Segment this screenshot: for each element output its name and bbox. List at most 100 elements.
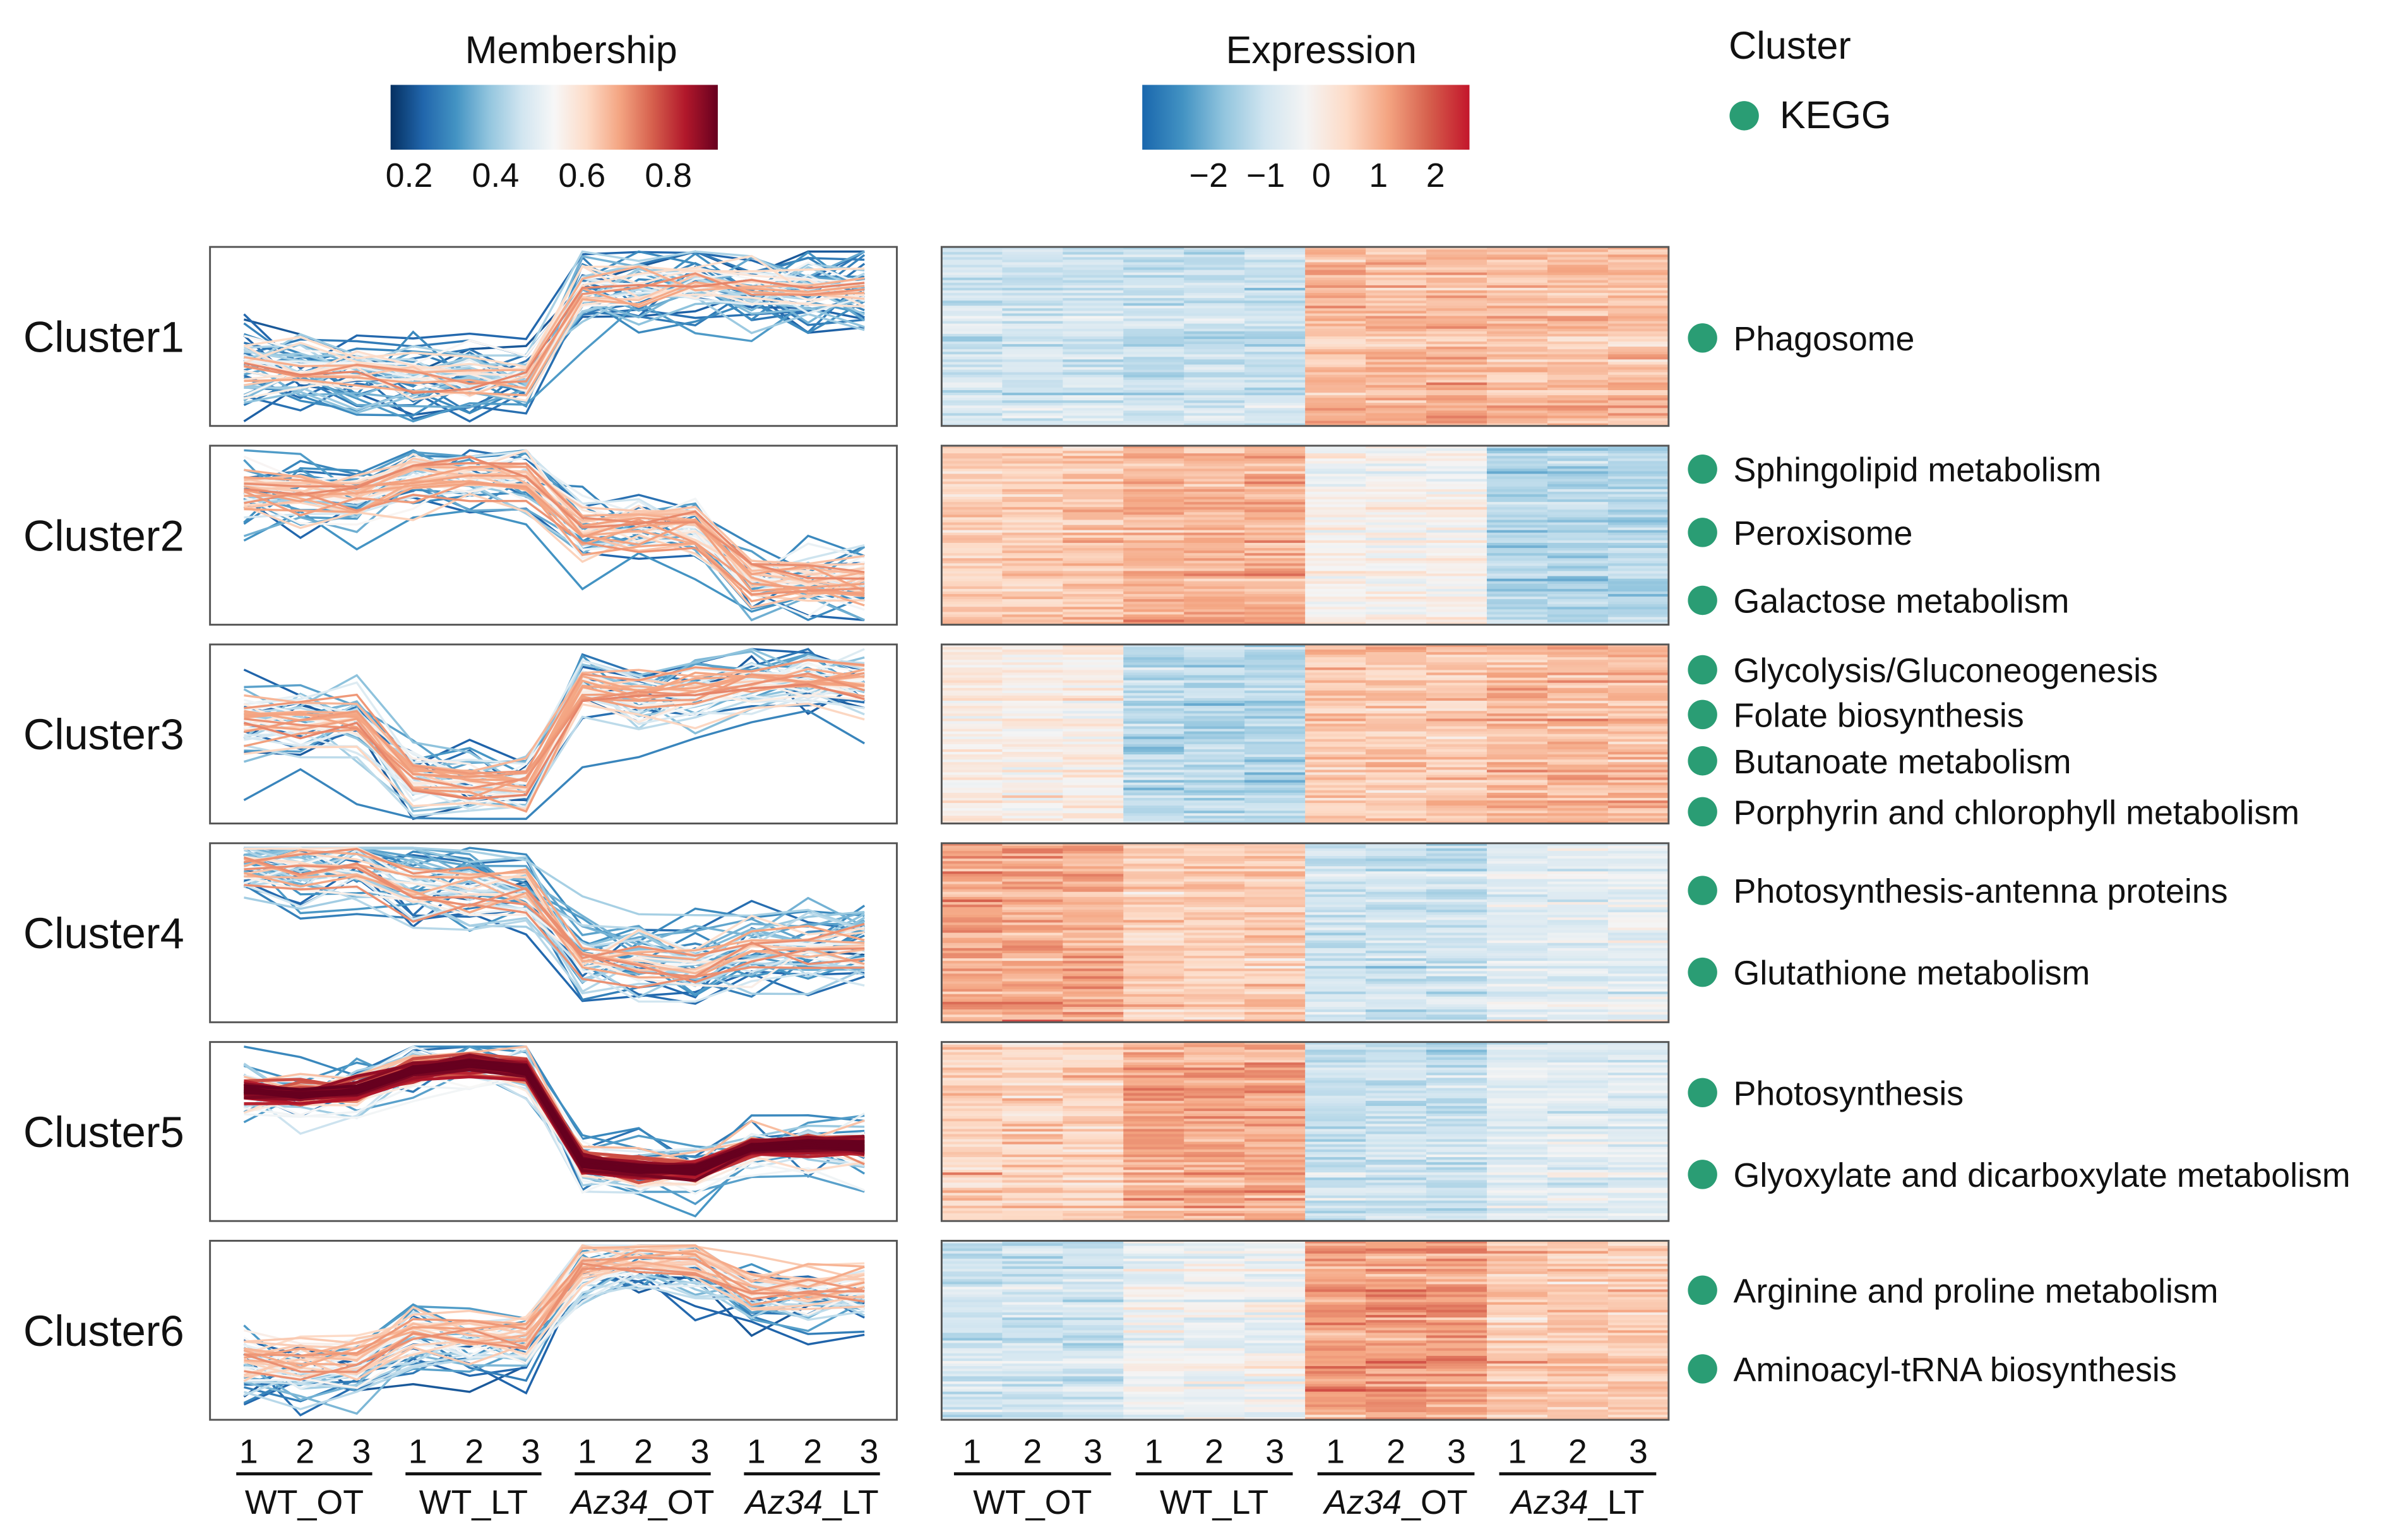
heatmap-cell — [1123, 265, 1184, 268]
heatmap-cell — [1123, 548, 1184, 551]
heatmap-cell — [1002, 780, 1064, 783]
heatmap-cell — [1486, 752, 1548, 755]
heatmap-cell — [1184, 718, 1245, 722]
heatmap-cell — [1184, 581, 1245, 585]
heatmap-cell — [1547, 953, 1609, 956]
heatmap-cell — [1244, 945, 1306, 949]
heatmap-cell — [1244, 797, 1306, 801]
heatmap-cell — [1002, 1103, 1064, 1107]
heatmap-cell — [1184, 249, 1245, 253]
heatmap-cell — [1486, 808, 1548, 811]
heatmap-cell — [1486, 764, 1548, 768]
heatmap-cell — [1002, 1154, 1064, 1158]
heatmap-cell — [1184, 800, 1245, 804]
heatmap-cell — [1002, 767, 1064, 771]
heatmap-cell — [1486, 382, 1548, 386]
heatmap-cell — [1244, 856, 1306, 859]
heatmap-cell — [1426, 568, 1487, 572]
heatmap-cell — [1123, 866, 1184, 870]
heatmap-cell — [941, 912, 1003, 915]
heatmap-cell — [1184, 907, 1245, 910]
heatmap-cell — [1002, 607, 1064, 610]
heatmap-cell — [1184, 981, 1245, 985]
heatmap-cell — [1366, 1287, 1427, 1290]
heatmap-cell — [1426, 270, 1487, 273]
heatmap-cell — [1547, 1149, 1609, 1153]
heatmap-cell — [1063, 1151, 1124, 1155]
gene-profile-line — [244, 265, 865, 374]
heatmap-cell — [1426, 961, 1487, 964]
heatmap-cell — [1123, 853, 1184, 857]
heatmap-cell — [1244, 499, 1306, 502]
heatmap-cell — [1486, 468, 1548, 472]
cluster-label: Cluster4 — [23, 909, 184, 958]
heatmap-cell — [1547, 1047, 1609, 1050]
heatmap-cell — [1063, 473, 1124, 477]
heatmap-cell — [1426, 293, 1487, 296]
heatmap-cell — [1002, 937, 1064, 941]
heatmap-cell — [1063, 1281, 1124, 1285]
heatmap-cell — [1366, 1156, 1427, 1160]
heatmap-cell — [1123, 1093, 1184, 1097]
heatmap-cell — [1486, 1146, 1548, 1150]
heatmap-cell — [1184, 1261, 1245, 1264]
heatmap-cell — [1123, 787, 1184, 791]
heatmap-cell — [1366, 316, 1427, 319]
heatmap-cell — [1002, 1014, 1064, 1018]
heatmap-cell — [1607, 971, 1669, 975]
heatmap-cell — [1607, 803, 1669, 806]
heatmap-cell — [1063, 973, 1124, 977]
gene-profile-line — [244, 658, 865, 775]
heatmap-cell — [1002, 1100, 1064, 1104]
heatmap-cell — [1063, 354, 1124, 358]
heatmap-cell — [1002, 1020, 1064, 1023]
heatmap-cell — [1063, 502, 1124, 505]
heatmap-cell — [1123, 364, 1184, 368]
heatmap-cell — [1305, 578, 1366, 582]
heatmap-cell — [1366, 423, 1427, 427]
heatmap-cell — [941, 602, 1003, 605]
heatmap-cell — [1184, 739, 1245, 742]
heatmap-cell — [1486, 331, 1548, 335]
heatmap-cell — [1607, 930, 1669, 934]
heatmap-cell — [1244, 889, 1306, 893]
heatmap-cell — [1002, 453, 1064, 456]
heatmap-cell — [1305, 734, 1366, 737]
heatmap-cell — [1547, 731, 1609, 735]
heatmap-cell — [1607, 912, 1669, 915]
heatmap-cell — [1063, 706, 1124, 709]
heatmap-cell — [1366, 471, 1427, 475]
heatmap-cell — [1002, 1180, 1064, 1184]
heatmap-cell — [1002, 1287, 1064, 1290]
heatmap-cell — [1123, 1149, 1184, 1153]
heatmap-cell — [941, 326, 1003, 330]
heatmap-cell — [1366, 473, 1427, 477]
heatmap-cell — [1184, 660, 1245, 663]
heatmap-cell — [1547, 723, 1609, 727]
heatmap-cell — [1486, 1195, 1548, 1199]
heatmap-cell — [1366, 607, 1427, 610]
heatmap-cell — [1305, 1281, 1366, 1285]
heatmap-cell — [1305, 785, 1366, 788]
heatmap-cell — [1426, 1080, 1487, 1084]
heatmap-cell — [1426, 1177, 1487, 1181]
heatmap-cell — [1244, 293, 1306, 296]
heatmap-cell — [1547, 561, 1609, 564]
heatmap-cell — [1184, 1095, 1245, 1099]
heatmap-cell — [1607, 991, 1669, 995]
heatmap-cell — [1123, 811, 1184, 814]
heatmap-cell — [1002, 1149, 1064, 1153]
heatmap-cell — [1305, 259, 1366, 263]
heatmap-cell — [1002, 948, 1064, 951]
heatmap-cell — [1366, 514, 1427, 518]
heatmap-cell — [1184, 384, 1245, 388]
heatmap-cell — [1002, 800, 1064, 804]
heatmap-cell — [1366, 976, 1427, 980]
heatmap-cell — [1607, 514, 1669, 518]
heatmap-cell — [1002, 1211, 1064, 1214]
heatmap-cell — [1244, 775, 1306, 778]
heatmap-cell — [1123, 904, 1184, 908]
heatmap-cell — [1547, 1177, 1609, 1181]
heatmap-cell — [1366, 853, 1427, 857]
heatmap-cell — [1123, 1205, 1184, 1209]
